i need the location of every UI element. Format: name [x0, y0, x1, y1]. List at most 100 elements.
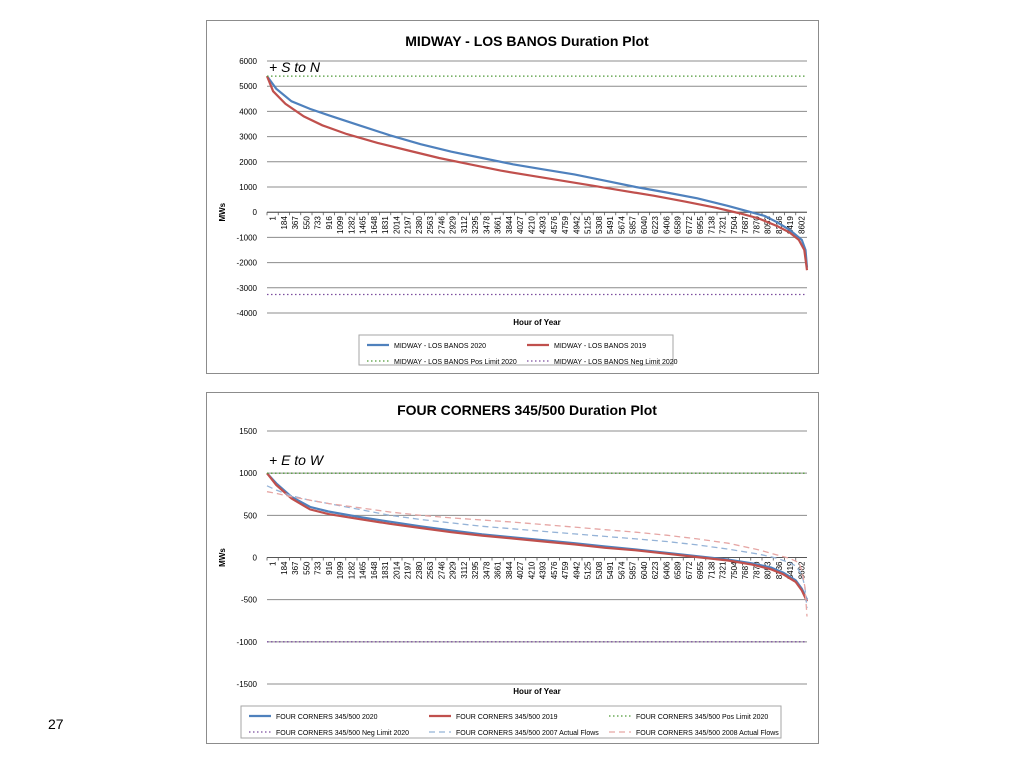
chart-title: MIDWAY - LOS BANOS Duration Plot: [405, 33, 649, 49]
y-tick-label: 5000: [239, 82, 257, 91]
x-tick-label: 6955: [696, 561, 705, 579]
x-tick-label: 6955: [696, 216, 705, 234]
y-tick-label: 1000: [239, 183, 257, 192]
x-tick-label: 4393: [539, 216, 548, 234]
legend-label: FOUR CORNERS 345/500 2007 Actual Flows: [456, 730, 599, 737]
x-tick-label: 2380: [415, 561, 424, 579]
y-tick-label: -1000: [237, 638, 258, 647]
x-tick-label: 1099: [336, 216, 345, 234]
x-tick-label: 5308: [595, 561, 604, 579]
x-tick-label: 1282: [347, 216, 356, 234]
x-axis-label: Hour of Year: [513, 687, 560, 696]
legend: FOUR CORNERS 345/500 2020 FOUR CORNERS 34…: [240, 705, 782, 739]
slide-page-number: 27: [48, 716, 64, 732]
x-tick-label: 8602: [797, 216, 806, 234]
x-tick-label: 4210: [527, 216, 536, 234]
legend: MIDWAY - LOS BANOS 2020 MIDWAY - LOS BANO…: [358, 334, 678, 366]
x-tick-label: 5491: [606, 561, 615, 579]
x-tick-label: 4759: [561, 561, 570, 579]
y-tick-label: -4000: [237, 309, 258, 318]
x-tick-label: 5491: [606, 216, 615, 234]
x-tick-label: 5857: [629, 561, 638, 579]
x-tick-label: 5674: [617, 216, 626, 234]
series-line: [266, 485, 808, 609]
x-tick-label: 916: [325, 216, 334, 230]
chart-canvas: FOUR CORNERS 345/500 Duration Plot150010…: [218, 402, 808, 739]
legend-label: FOUR CORNERS 345/500 2008 Actual Flows: [636, 730, 779, 737]
x-tick-label: 3844: [505, 216, 514, 234]
legend-label: FOUR CORNERS 345/500 Neg Limit 2020: [276, 730, 409, 737]
series-line: [266, 75, 809, 268]
x-tick-label: 6589: [674, 561, 683, 579]
x-tick-label: 7687: [741, 561, 750, 579]
x-tick-label: 7687: [741, 216, 750, 234]
x-tick-label: 5125: [584, 561, 593, 579]
gridlines: [267, 60, 807, 314]
series-line: [266, 472, 808, 602]
x-tick-label: 2746: [437, 216, 446, 234]
legend-label: MIDWAY - LOS BANOS 2020: [394, 343, 486, 350]
x-tick-label: 4027: [516, 561, 525, 579]
y-tick-label: 6000: [239, 57, 257, 66]
x-tick-label: 7321: [719, 216, 728, 234]
x-tick-label: 3295: [471, 216, 480, 234]
x-tick-label: 7321: [719, 561, 728, 579]
x-tick-label: 184: [280, 216, 289, 230]
direction-annotation: + E to W: [269, 452, 325, 468]
x-tick-label: 3478: [482, 561, 491, 579]
x-tick-label: 4576: [550, 216, 559, 234]
series-lines: [265, 75, 809, 296]
x-tick-label: 7504: [730, 216, 739, 234]
x-tick-label: 3112: [460, 561, 469, 579]
x-tick-label: 2929: [449, 216, 458, 234]
legend-label: FOUR CORNERS 345/500 2020: [276, 714, 378, 721]
x-tick-label: 1648: [370, 216, 379, 234]
x-tick-label: 2563: [426, 561, 435, 579]
x-tick-label: 7138: [707, 561, 716, 579]
y-axis-label: MWs: [218, 548, 227, 567]
x-tick-label: 4942: [572, 216, 581, 234]
x-tick-label: 733: [314, 216, 323, 230]
x-axis-label: Hour of Year: [513, 318, 560, 327]
series-line: [266, 472, 808, 601]
y-tick-label: 3000: [239, 133, 257, 142]
y-tick-label: -1500: [237, 680, 258, 689]
x-tick-label: 550: [302, 561, 311, 575]
x-tick-label: 4576: [550, 561, 559, 579]
x-tick-label: 1648: [370, 561, 379, 579]
x-tick-label: 2014: [392, 561, 401, 579]
x-tick-label: 367: [291, 561, 300, 575]
x-tick-label: 7870: [752, 216, 761, 234]
x-tick-label: 2014: [392, 216, 401, 234]
x-tick-label: 2380: [415, 216, 424, 234]
x-tick-label: 7504: [730, 561, 739, 579]
four-corners-chart: FOUR CORNERS 345/500 Duration Plot 1500 10…: [206, 392, 819, 744]
x-tick-label: 6040: [640, 561, 649, 579]
series-line: [266, 491, 808, 617]
x-tick-label: 3295: [471, 561, 480, 579]
x-tick-label: 5308: [595, 216, 604, 234]
legend-label: FOUR CORNERS 345/500 Pos Limit 2020: [636, 714, 768, 721]
y-tick-label: -1000: [237, 233, 258, 242]
x-tick-label: 5674: [617, 561, 626, 579]
x-tick-label: 6772: [685, 216, 694, 234]
x-tick-label: 1282: [347, 561, 356, 579]
x-tick-label: 1465: [359, 561, 368, 579]
x-tick-label: 8053: [764, 216, 773, 234]
x-tick-label: 3661: [494, 216, 503, 234]
legend-label: MIDWAY - LOS BANOS 2019: [554, 343, 646, 350]
x-tick-label: 7138: [707, 216, 716, 234]
y-tick-label: 0: [253, 208, 258, 217]
legend-label: MIDWAY - LOS BANOS Neg Limit 2020: [554, 359, 678, 366]
y-tick-label: 2000: [239, 158, 257, 167]
x-tick-label: 3112: [460, 216, 469, 234]
x-tick-label: 2197: [404, 561, 413, 579]
x-tick-label: 4210: [527, 561, 536, 579]
x-tick-label: 8419: [786, 561, 795, 579]
midway-los-banos-chart: MIDWAY - LOS BANOS Duration Plot 6000 5000…: [206, 20, 819, 374]
x-tick-label: 3844: [505, 561, 514, 579]
y-tick-label: -500: [241, 596, 258, 605]
x-tick-label: 8053: [764, 561, 773, 579]
legend-box: [240, 705, 782, 739]
direction-annotation: + S to N: [269, 59, 321, 75]
